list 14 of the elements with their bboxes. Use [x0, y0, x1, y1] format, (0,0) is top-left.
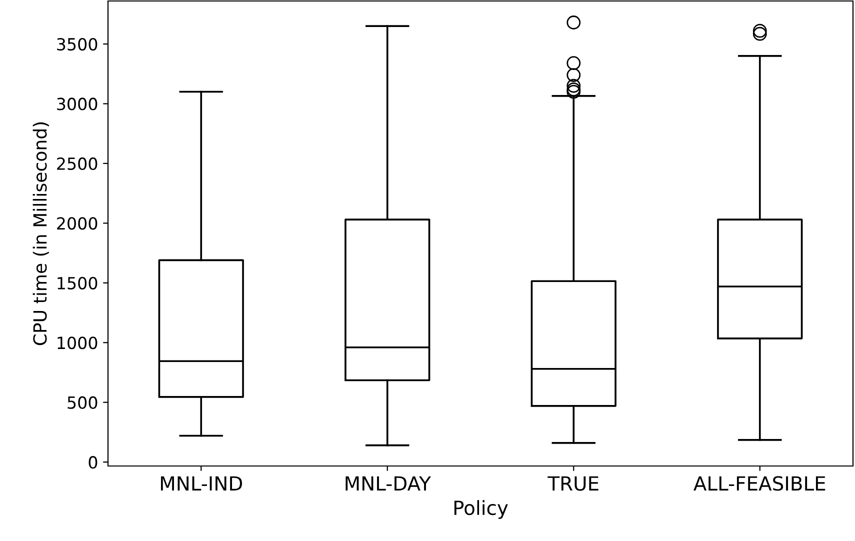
y-tick-label: 1500	[58, 276, 98, 290]
y-tick-label: 1000	[58, 336, 98, 350]
x-tick-label: ALL-FEASIBLE	[694, 476, 826, 491]
y-tick-label: 2000	[57, 217, 98, 230]
y-tick-label: 3500	[57, 38, 98, 51]
x-tick-label: TRUE	[548, 476, 598, 491]
x-tick-label: MNL-DAY	[346, 476, 431, 490]
x-axis-title: Policy	[454, 500, 508, 519]
y-tick-label: 0	[88, 456, 98, 469]
y-tick-label: 2500	[57, 157, 98, 170]
y-tick-label: 500	[68, 396, 98, 409]
y-tick-label: 3000	[57, 98, 98, 110]
x-tick-label: MNL-IND	[160, 476, 242, 490]
y-axis-title: CPU time (in Millisecond)	[32, 122, 49, 346]
